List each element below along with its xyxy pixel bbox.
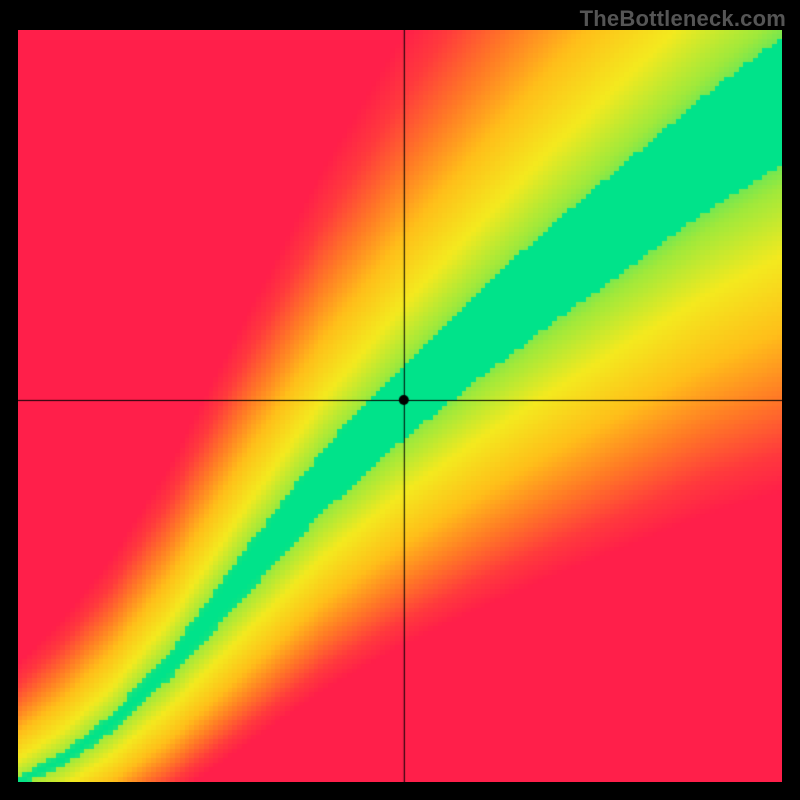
chart-frame: TheBottleneck.com	[0, 0, 800, 800]
watermark-label: TheBottleneck.com	[580, 6, 786, 32]
bottleneck-heatmap	[18, 30, 782, 782]
